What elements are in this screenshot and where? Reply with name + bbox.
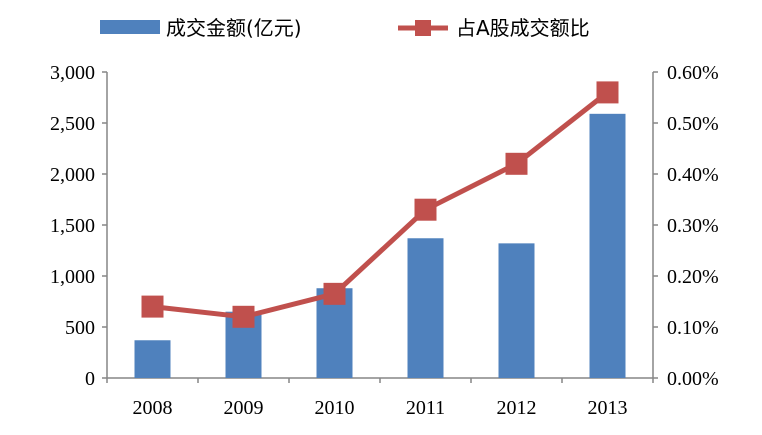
left-tick-label: 1,500 [50,215,95,237]
left-tick-label: 0 [85,368,95,390]
x-tick-label: 2008 [133,397,173,419]
line-marker [596,81,619,104]
legend-bar-label: 成交金额(亿元) [166,16,302,40]
line-marker [505,152,528,175]
right-tick-label: 0.10% [667,317,719,339]
legend-bar-swatch [100,20,160,34]
line-series [141,81,619,328]
left-tick-label: 3,000 [50,62,95,84]
tick-labels: 0 500 1,000 1,500 2,000 2,500 3,000 0.00% 0.10% 0… [50,62,719,419]
x-tick-label: 2011 [406,397,445,419]
bar-series [134,113,626,378]
right-tick-label: 0.00% [667,368,719,390]
line-marker [414,198,437,221]
line-marker [323,282,346,305]
bar [589,113,626,378]
right-tick-label: 0.60% [667,62,719,84]
bar [498,243,535,378]
axes [102,71,658,383]
line-marker [232,305,255,328]
x-tick-label: 2010 [315,397,355,419]
line-marker [141,295,164,318]
left-tick-label: 2,000 [50,164,95,186]
right-tick-label: 0.50% [667,113,719,135]
x-tick-label: 2009 [224,397,264,419]
x-tick-label: 2012 [497,397,537,419]
line-path [152,90,610,320]
legend-line-label: 占A股成交额比 [456,16,590,40]
legend: 成交金额(亿元) 占A股成交额比 [100,16,590,40]
left-tick-label: 500 [65,317,95,339]
bar [407,238,444,378]
left-tick-label: 2,500 [50,113,95,135]
x-tick-label: 2013 [588,397,628,419]
right-tick-label: 0.40% [667,164,719,186]
bar [134,340,171,378]
right-tick-label: 0.30% [667,215,719,237]
legend-marker-swatch [415,20,431,36]
left-tick-label: 1,000 [50,266,95,288]
right-tick-label: 0.20% [667,266,719,288]
